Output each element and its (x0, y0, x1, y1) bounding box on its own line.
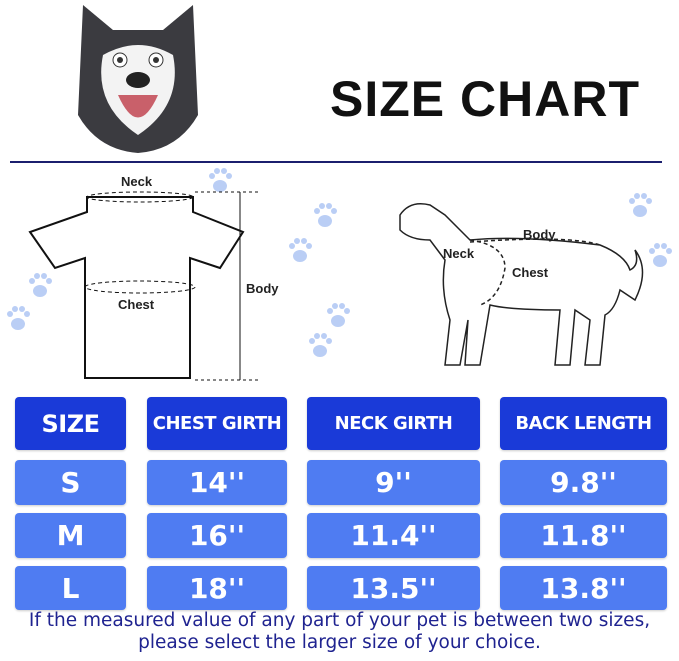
shirt-chest-label: Chest (118, 297, 155, 312)
row-m-chest: 16'' (147, 513, 287, 558)
page-title: SIZE CHART (330, 71, 640, 127)
dog-neck-label: Neck (443, 246, 475, 261)
row-l-chest: 18'' (147, 566, 287, 610)
dog-body-label: Body (523, 227, 556, 242)
dog-chest-label: Chest (512, 265, 549, 280)
divider (10, 161, 662, 163)
row-s-back: 9.8'' (500, 460, 667, 505)
header-neck-girth: NECK GIRTH (307, 397, 480, 450)
row-s-chest: 14'' (147, 460, 287, 505)
dog-diagram (399, 203, 644, 366)
row-s-size: S (15, 460, 126, 505)
header-chest-girth: CHEST GIRTH (147, 397, 287, 450)
header-size: SIZE (15, 397, 126, 450)
shirt-body-label: Body (246, 281, 279, 296)
row-m-back: 11.8'' (500, 513, 667, 558)
husky-illustration (78, 5, 198, 153)
paw-print-icons (7, 168, 672, 357)
row-l-back: 13.8'' (500, 566, 667, 610)
shirt-neck-label: Neck (121, 174, 153, 189)
row-l-neck: 13.5'' (307, 566, 480, 610)
row-s-neck: 9'' (307, 460, 480, 505)
row-l-size: L (15, 566, 126, 610)
sizing-note: If the measured value of any part of you… (28, 610, 651, 653)
row-m-neck: 11.4'' (307, 513, 480, 558)
row-m-size: M (15, 513, 126, 558)
header-back-length: BACK LENGTH (500, 397, 667, 450)
shirt-diagram (28, 191, 258, 381)
